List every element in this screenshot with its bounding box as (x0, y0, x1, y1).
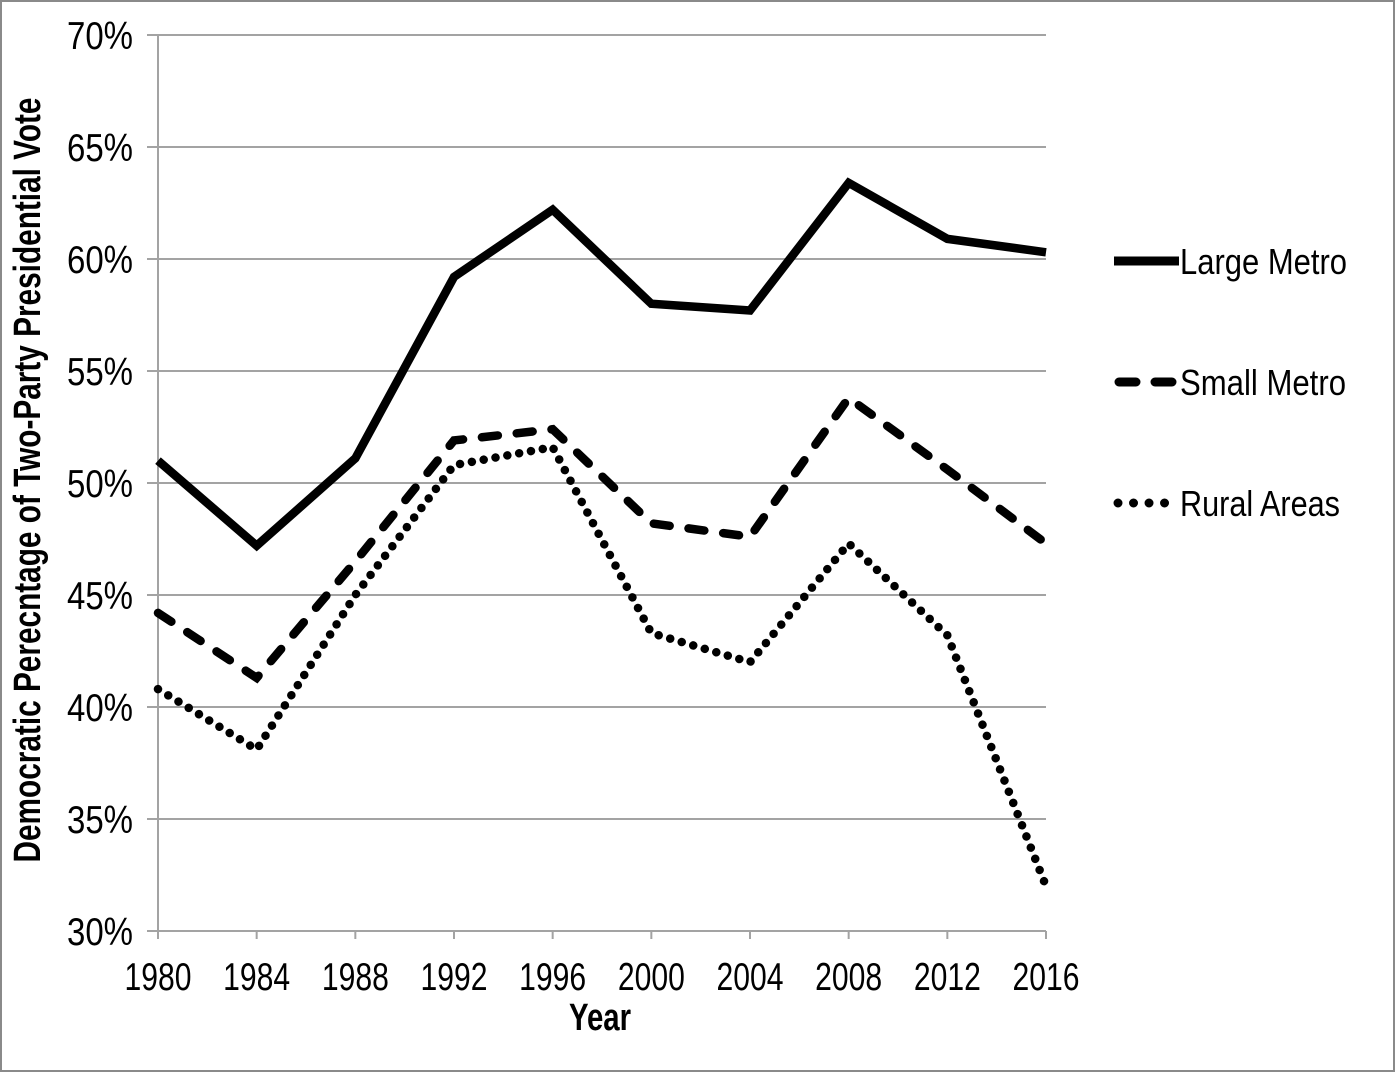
series-lines (153, 177, 1051, 891)
y-tick-label-55: 55% (67, 351, 133, 394)
y-tick-label-40: 40% (67, 687, 133, 730)
legend-item-rural-areas: Rural Areas (1113, 483, 1340, 524)
legend-label-small-metro: Small Metro (1180, 362, 1346, 403)
x-axis-title: Year (569, 997, 631, 1039)
x-tick-label-2012: 2012 (914, 956, 981, 999)
x-tick-label-1988: 1988 (322, 956, 389, 999)
x-tick-label-1984: 1984 (223, 956, 290, 999)
x-tick-label-2016: 2016 (1013, 956, 1080, 999)
x-tick-label-2000: 2000 (618, 956, 685, 999)
x-tick-label-1980: 1980 (125, 956, 192, 999)
y-tick-label-50: 50% (67, 463, 133, 506)
axes (157, 35, 1047, 939)
axis-tick-labels: 30% 35% 40% 45% 50% 55% 60% 65% 70% 1980 1984 1988 1… (67, 15, 1080, 999)
y-tick-label-45: 45% (67, 575, 133, 618)
y-tick-label-65: 65% (67, 127, 133, 170)
large-metro-line (155, 177, 1047, 552)
y-tick-label-70: 70% (67, 15, 133, 58)
x-tick-label-1996: 1996 (519, 956, 586, 999)
x-tick-label-1992: 1992 (421, 956, 488, 999)
y-tick-label-35: 35% (67, 799, 133, 842)
x-tick-label-2004: 2004 (717, 956, 784, 999)
legend-item-large-metro: Large Metro (1114, 241, 1347, 282)
legend-label-large-metro: Large Metro (1180, 241, 1347, 282)
rural-areas-line (153, 442, 1051, 891)
gridlines (147, 34, 1046, 932)
y-tick-label-60: 60% (67, 239, 133, 282)
legend-item-small-metro: Small Metro (1114, 362, 1346, 403)
x-tick-label-2008: 2008 (815, 956, 882, 999)
y-tick-label-30: 30% (67, 911, 133, 954)
legend: Large Metro Small Metro Rural Areas (1113, 241, 1347, 524)
small-metro-line (153, 391, 1051, 684)
legend-label-rural-areas: Rural Areas (1180, 483, 1340, 524)
y-axis-title: Democratic Perecntage of Two-Party Presi… (7, 98, 49, 863)
